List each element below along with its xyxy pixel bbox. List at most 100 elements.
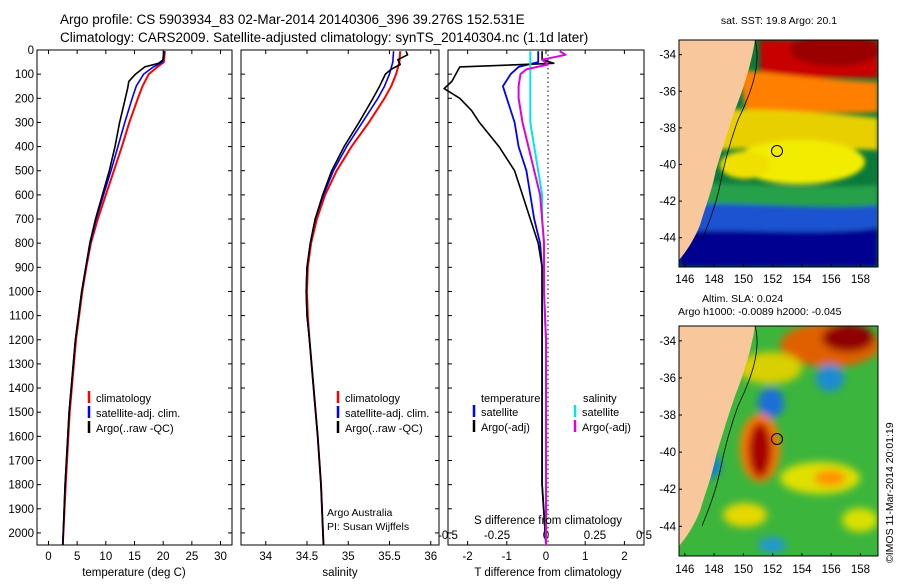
map-x-tick-label: 158 — [851, 274, 870, 286]
map-x-tick-label: 150 — [734, 564, 753, 576]
legend-temperature-argo-label: Argo(-adj) — [481, 422, 530, 434]
sst-warm-max — [790, 40, 878, 66]
annotation-argo-australia: Argo Australia — [327, 507, 393, 519]
s-difference-xlabel: S difference from climatology — [474, 515, 622, 527]
map-x-tick-label: 154 — [792, 564, 812, 576]
x-tick-label: 15 — [128, 551, 141, 563]
series-line-temperature-argo-adj- — [443, 51, 555, 546]
imos-side-label: ©IMOS 11-Mar-2014 20:01:19 — [884, 422, 896, 563]
map-y-tick-label: -40 — [659, 447, 676, 459]
legend-salinity-argo-label: Argo(-adj) — [582, 422, 631, 434]
map-x-tick-label: 158 — [851, 564, 870, 576]
legend-satellite-label: satellite-adj. clim. — [96, 408, 180, 420]
map-y-tick-label: -36 — [659, 373, 676, 385]
x-tick-label: 25 — [185, 551, 198, 563]
sst-green-band — [679, 183, 878, 208]
t-difference-xlabel: T difference from climatology — [474, 567, 621, 579]
map-x-tick-label: 146 — [675, 564, 694, 576]
map-x-tick-label: 156 — [822, 564, 841, 576]
map-x-tick-label: 148 — [705, 274, 724, 286]
temperature-axes-frame — [36, 49, 233, 546]
map-x-tick-label: 146 — [675, 274, 694, 286]
x-tick-label: 0 — [45, 551, 51, 563]
legend-argo-label: Argo(..raw -QC) — [345, 423, 423, 435]
temperature-ticks: 0100200300400500600700800900100011001200… — [8, 45, 232, 563]
sla-map-title: Altim. SLA: 0.024 — [702, 293, 783, 305]
x-tick-label: 35 — [342, 551, 355, 563]
salinity-xlabel: salinity — [322, 567, 357, 579]
map-x-tick-label: 156 — [822, 274, 841, 286]
map-y-tick-label: -42 — [659, 484, 676, 496]
map-y-tick-label: -44 — [659, 521, 676, 533]
x-tick-label: 36 — [424, 551, 437, 563]
y-tick-label: 1500 — [8, 407, 34, 419]
sla-map-ticks: 146 148 150 152 154 156 158 -34 -36 -38 -40 -42 -44 — [659, 336, 870, 576]
annotation-pi: PI: Susan Wijffels — [327, 521, 409, 533]
y-tick-label: 300 — [15, 117, 34, 129]
s-tick-label: -0.5 — [438, 530, 458, 542]
temperature-panel: 0100200300400500600700800900100011001200… — [8, 45, 233, 579]
difference-ticks: -2 -1 0 1 2-0.5 -0.25 0 0.25 0.5 — [438, 49, 652, 563]
temperature-series — [61, 51, 166, 546]
x-tick-label: 30 — [214, 551, 227, 563]
sla-red-eddy — [748, 422, 772, 478]
y-tick-label: 500 — [15, 166, 34, 178]
salinity-panel: 34 34.5 35 35.5 36 salinity climatology sate… — [240, 49, 440, 579]
y-tick-label: 1000 — [8, 286, 34, 298]
sst-map-title: sat. SST: 19.8 Argo: 20.1 — [721, 15, 837, 27]
x-tick-label: 5 — [74, 551, 80, 563]
difference-legend: temperature satellite Argo(-adj) salinit… — [472, 393, 631, 434]
sst-yellow-eddy — [735, 140, 865, 184]
sst-land — [679, 40, 755, 260]
y-tick-label: 900 — [15, 262, 34, 274]
sst-yellow-band — [705, 109, 878, 150]
map-x-tick-label: 154 — [792, 274, 812, 286]
map-y-tick-label: -40 — [659, 159, 676, 171]
sst-map-ticks: 146 148 150 152 154 156 158 -34 -36 -38 -40 -42 -44 — [659, 50, 870, 286]
sla-argo-marker — [771, 433, 783, 445]
sla-orange-south — [814, 470, 846, 486]
y-tick-label: 800 — [15, 238, 34, 250]
y-tick-label: 1800 — [8, 480, 34, 492]
x-tick-label: -2 — [462, 551, 472, 563]
map-y-tick-label: -42 — [659, 196, 676, 208]
y-tick-label: 1600 — [8, 431, 34, 443]
y-tick-label: 100 — [15, 69, 34, 81]
sst-deep-blue — [679, 228, 878, 267]
map-x-tick-label: 148 — [705, 564, 724, 576]
x-tick-label: 34 — [259, 551, 272, 563]
map-x-tick-label: 152 — [763, 274, 782, 286]
sst-map-panel: sat. SST: 19.8 Argo: 20.1 146 148 150 152 15… — [659, 15, 879, 286]
s-tick-label: -0.25 — [484, 530, 510, 542]
difference-series — [443, 50, 567, 546]
x-tick-label: -1 — [502, 551, 512, 563]
y-tick-label: 1700 — [8, 455, 34, 467]
sla-red-north — [822, 326, 874, 352]
temperature-xlabel: temperature (deg C) — [82, 567, 186, 579]
legend-temperature-satellite-label: satellite — [481, 407, 518, 419]
legend-salinity-title: salinity — [583, 393, 617, 405]
map-y-tick-label: -34 — [659, 50, 676, 62]
x-tick-label: 35.5 — [378, 551, 400, 563]
sst-orange-band — [740, 70, 878, 113]
sla-yellow-southeast — [842, 508, 878, 532]
sla-land — [679, 326, 755, 546]
salinity-series — [305, 50, 409, 546]
sst-yellow-eddy-west — [720, 151, 770, 179]
sla-map-subtitle: Argo h1000: -0.0089 h2000: -0.045 — [678, 306, 842, 318]
series-line-argo-raw-qc- — [305, 50, 409, 546]
sla-yellow-southwest — [723, 503, 767, 527]
salinity-ticks: 34 34.5 35 35.5 36 — [241, 49, 439, 563]
series-line-salinity-argo-adj- — [517, 50, 567, 545]
x-tick-label: 2 — [621, 551, 627, 563]
y-tick-label: 200 — [15, 93, 34, 105]
legend-satellite-label: satellite-adj. clim. — [345, 408, 429, 420]
s-tick-label: 0.25 — [584, 530, 606, 542]
sst-argo-marker — [771, 145, 783, 157]
map-y-tick-label: -34 — [659, 336, 676, 348]
header-line-2: Climatology: CARS2009. Satellite-adjuste… — [60, 30, 588, 45]
sla-map-frame — [678, 325, 879, 557]
legend-climatology-label: climatology — [96, 393, 152, 405]
s-tick-label: 0.5 — [636, 530, 652, 542]
difference-panel: -2 -1 0 1 2-0.5 -0.25 0 0.25 0.5 T difference fr… — [438, 49, 652, 579]
